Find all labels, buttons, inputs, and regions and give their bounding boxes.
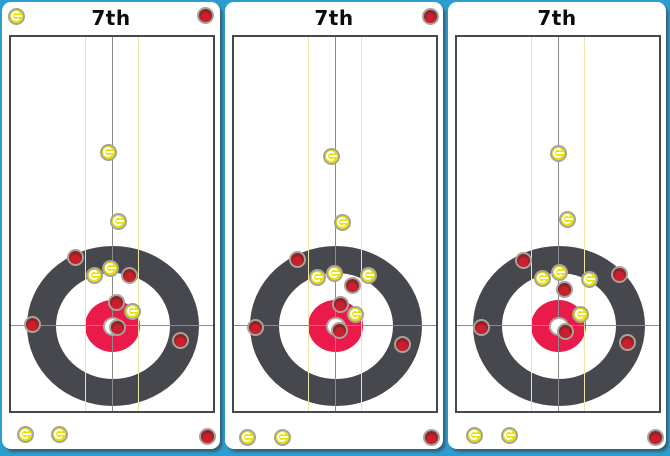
end-title: 7th — [537, 6, 577, 30]
guide-line-right — [138, 37, 139, 411]
stone-red — [107, 293, 125, 311]
stone-yellow — [325, 264, 343, 282]
stone-yellow — [333, 213, 351, 231]
stone-yellow — [533, 269, 551, 287]
stone-yellow — [238, 428, 256, 446]
center-line-vertical — [558, 37, 559, 411]
end-title: 7th — [314, 6, 354, 30]
stone-red — [556, 322, 574, 340]
guide-line-right — [361, 37, 362, 411]
stone-yellow — [85, 266, 103, 284]
stone-yellow — [322, 147, 340, 165]
guide-line-left — [531, 37, 532, 411]
stone-red — [288, 250, 306, 268]
stone-red — [246, 318, 264, 336]
stone-red — [514, 251, 532, 269]
stone-red — [171, 331, 189, 349]
stone-yellow — [500, 426, 518, 444]
stone-red — [646, 428, 664, 446]
stone-yellow — [7, 7, 25, 25]
stone-red — [198, 427, 216, 445]
stone-red — [555, 280, 573, 298]
stone-yellow — [465, 426, 483, 444]
end-panel[interactable]: 7th — [225, 2, 443, 449]
stone-yellow — [50, 425, 68, 443]
stone-layer — [2, 2, 220, 449]
guide-line-left — [85, 37, 86, 411]
stone-yellow — [549, 144, 567, 162]
stone-yellow — [273, 428, 291, 446]
stone-yellow — [16, 425, 34, 443]
stone-yellow — [109, 212, 127, 230]
stone-red — [618, 333, 636, 351]
stone-yellow — [346, 305, 364, 323]
stone-red — [66, 248, 84, 266]
stone-yellow — [359, 266, 377, 284]
stone-red — [330, 321, 348, 339]
stone-yellow — [123, 302, 141, 320]
stone-red — [120, 266, 138, 284]
stone-red — [610, 265, 628, 283]
stone-red — [393, 335, 411, 353]
stone-yellow — [99, 143, 117, 161]
end-title: 7th — [91, 6, 131, 30]
stone-red — [108, 318, 126, 336]
stone-red — [343, 276, 361, 294]
stone-layer — [225, 2, 443, 449]
guide-line-right — [584, 37, 585, 411]
end-panel[interactable]: 7th — [2, 2, 220, 449]
stone-yellow — [550, 263, 568, 281]
stone-red — [422, 428, 440, 446]
guide-line-left — [308, 37, 309, 411]
end-panel[interactable]: 7th — [448, 2, 666, 449]
curling-sheet — [455, 35, 661, 413]
stone-yellow — [571, 305, 589, 323]
stone-red — [472, 318, 490, 336]
stone-yellow — [101, 259, 119, 277]
stone-red — [331, 295, 349, 313]
stone-layer — [448, 2, 666, 449]
stone-red — [421, 7, 439, 25]
stone-yellow — [580, 270, 598, 288]
stone-red — [196, 6, 214, 24]
stone-yellow — [558, 210, 576, 228]
stone-yellow — [308, 268, 326, 286]
stone-red — [23, 315, 41, 333]
